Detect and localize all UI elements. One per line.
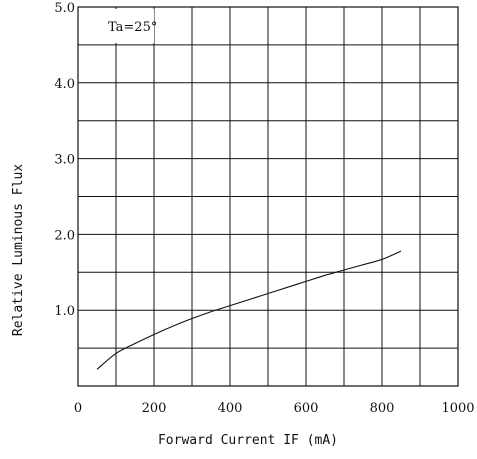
data-series — [96, 250, 402, 370]
annotation-label: Ta=25° — [108, 20, 157, 35]
series-line — [96, 250, 402, 370]
x-axis-title: Forward Current IF (mA) — [158, 433, 338, 448]
grid-lines — [78, 7, 458, 386]
x-tick-label: 400 — [218, 401, 243, 416]
x-tick-label: 200 — [142, 401, 167, 416]
y-tick-label: 1.0 — [54, 304, 75, 319]
y-axis-title: Relative Luminous Flux — [11, 164, 26, 336]
x-tick-label: 0 — [74, 401, 82, 416]
y-tick-label: 5.0 — [54, 1, 75, 16]
x-tick-label: 600 — [294, 401, 319, 416]
annotation-box: Ta=25° — [80, 9, 157, 43]
y-tick-label: 4.0 — [54, 77, 75, 92]
x-tick-label: 1000 — [441, 401, 474, 416]
y-tick-label: 3.0 — [54, 153, 75, 168]
x-tick-label: 800 — [370, 401, 395, 416]
x-axis-ticks: 0 200 400 600 800 1000 — [74, 401, 475, 416]
y-axis-ticks: 1.0 2.0 3.0 4.0 5.0 — [54, 1, 75, 319]
plot-frame — [77, 6, 459, 387]
y-tick-label: 2.0 — [54, 228, 75, 243]
